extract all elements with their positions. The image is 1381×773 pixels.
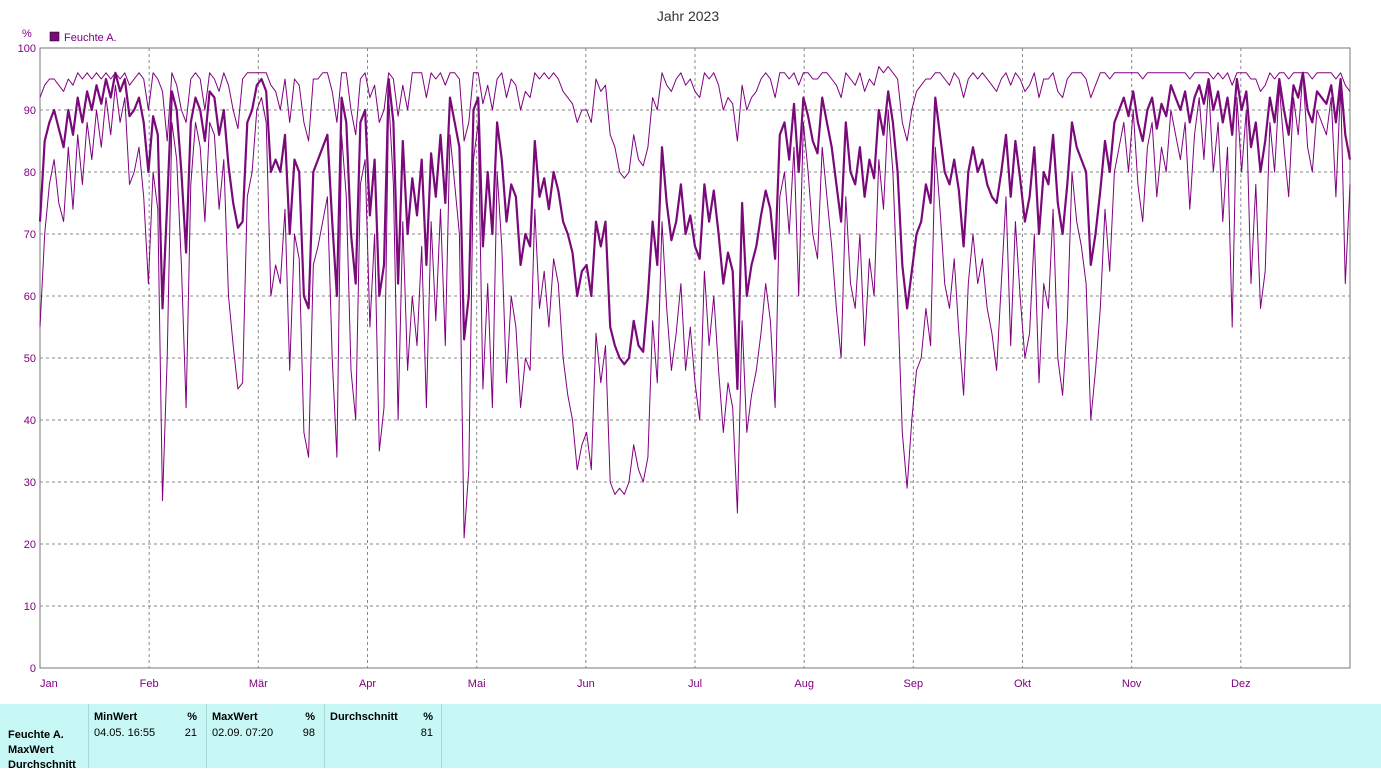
x-tick-label: Mär — [249, 678, 268, 690]
x-tick-labels: Jan Feb Mär Apr Mai Jun Jul Aug Sep Okt Nov Dez — [40, 678, 1251, 690]
stat-unit: % — [187, 711, 197, 723]
x-tick-label: Nov — [1122, 678, 1142, 690]
stat-unit: % — [305, 711, 315, 723]
y-tick-label: 60 — [24, 291, 36, 303]
stat-timestamp: 04.05. 16:55 — [94, 727, 156, 739]
y-tick-label: 100 — [18, 43, 36, 55]
stat-value: 81 — [420, 727, 433, 739]
x-tick-label: Jul — [688, 678, 702, 690]
stat-header: MaxWert — [212, 711, 258, 723]
stat-column-min: MinWert % 04.05. 16:55 21 — [88, 704, 206, 768]
x-tick-label: Apr — [359, 678, 376, 690]
series-lines — [38, 66, 1352, 539]
x-tick-label: Jan — [40, 678, 58, 690]
y-tick-label: 30 — [24, 477, 36, 489]
x-tick-label: Sep — [904, 678, 924, 690]
humidity-chart: Jahr 2023 % Feuchte A. 0 10 20 30 40 50 60 70 80… — [18, 8, 1352, 690]
legend-label[interactable]: Feuchte A. — [64, 32, 117, 44]
x-tick-label: Aug — [794, 678, 814, 690]
y-tick-label: 40 — [24, 415, 36, 427]
stat-header: MinWert — [94, 711, 138, 723]
stat-unit: % — [423, 711, 433, 723]
x-tick-label: Mai — [468, 678, 486, 690]
x-tick-label: Okt — [1014, 678, 1031, 690]
series-line-min — [39, 72, 1351, 539]
y-tick-labels: 0 10 20 30 40 50 60 70 80 90 100 — [18, 43, 36, 675]
stat-timestamp: 02.09. 07:20 — [212, 727, 274, 739]
y-tick-label: 80 — [24, 167, 36, 179]
statistics-panel: Feuchte A. MaxWert Durchschnitt MinWert … — [0, 704, 1381, 771]
stat-column-average: Durchschnitt % 81 — [324, 704, 442, 768]
y-tick-label: 10 — [24, 601, 36, 613]
stat-header: Durchschnitt — [330, 711, 398, 723]
stat-column-max: MaxWert % 02.09. 07:20 98 — [206, 704, 324, 768]
y-tick-label: 90 — [24, 105, 36, 117]
series-line-average — [38, 71, 1352, 391]
stat-value: 98 — [302, 727, 315, 739]
y-tick-label: 70 — [24, 229, 36, 241]
series-line-max — [39, 66, 1351, 179]
stat-value: 21 — [184, 727, 197, 739]
stat-row-label: MaxWert — [8, 744, 54, 756]
gridlines — [40, 48, 1350, 668]
stat-row-label: Durchschnitt — [8, 759, 76, 771]
x-tick-label: Dez — [1231, 678, 1251, 690]
y-tick-label: 20 — [24, 539, 36, 551]
x-tick-label: Jun — [577, 678, 595, 690]
x-tick-label: Feb — [140, 678, 159, 690]
stat-row-label: Feuchte A. — [8, 729, 64, 741]
y-axis-unit: % — [22, 28, 32, 40]
y-tick-label: 0 — [30, 663, 36, 675]
chart-title: Jahr 2023 — [657, 8, 719, 24]
stat-divider — [441, 704, 442, 768]
y-tick-label: 50 — [24, 353, 36, 365]
legend-swatch — [49, 31, 60, 42]
stat-row-labels: Feuchte A. MaxWert Durchschnitt — [8, 728, 76, 773]
